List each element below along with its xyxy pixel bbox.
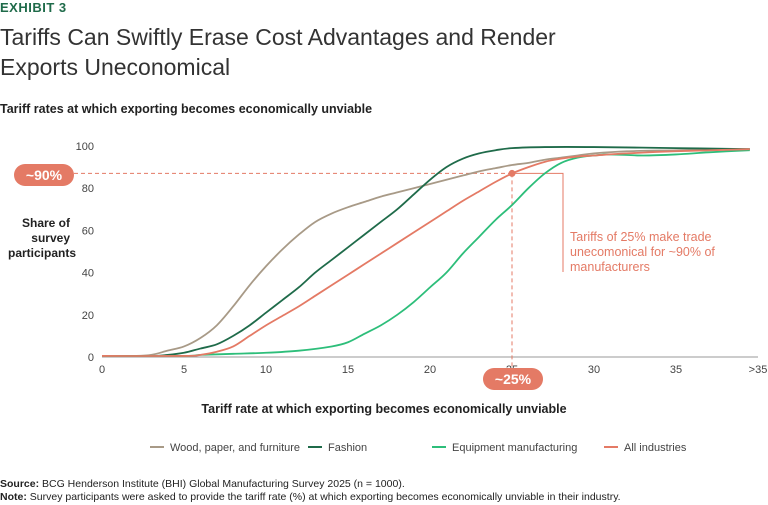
note-label: Note: [0,491,27,503]
y-tick-label: 100 [76,141,94,153]
legend-swatch-wood [150,446,164,449]
legend-label-all: All industries [624,442,687,454]
source-label: Source: [0,478,40,490]
y-axis-label-line-1: Share of [21,216,70,230]
note-text: Survey participants were asked to provid… [26,491,621,503]
y-callout-badge: ~90% [14,164,74,186]
legend-item-fashion: Fashion [308,442,367,454]
legend-item-all: All industries [604,442,686,454]
y-tick-label: 40 [82,268,94,280]
series-line-1 [101,146,750,357]
legend-item-equipment: Equipment manufacturing [432,442,577,454]
y-tick-label: 60 [82,225,94,237]
x-tick-label: 35 [670,364,682,376]
x-tick-label: >35 [749,364,768,376]
series-line-0 [101,148,750,357]
legend-swatch-all [604,446,618,449]
legend-swatch-equipment [432,446,446,449]
x-tick-label: 10 [260,364,272,376]
y-axis-label: Share of survey participants [8,216,77,261]
survey-note: Note: Survey participants were asked to … [0,491,621,504]
annotation-line-2: unecomonical for ~90% of [570,245,715,259]
y-axis-label-line-3: participants [8,246,77,260]
x-tick-label: 20 [424,364,436,376]
chart-title: Tariff rates at which exporting becomes … [0,102,373,116]
annotation-line-1: Tariffs of 25% make trade [570,230,712,244]
y-tick-label: 20 [82,310,94,322]
x-axis-label: Tariff rate at which exporting becomes e… [201,402,567,416]
source-note: Source: BCG Henderson Institute (BHI) Gl… [0,478,621,491]
series-line-3 [101,148,750,357]
x-tick-label: 0 [99,364,105,376]
title-line-1: Tariffs Can Swiftly Erase Cost Advantage… [0,24,556,50]
legend-label-equipment: Equipment manufacturing [452,442,578,454]
y-tick-label: 0 [88,352,94,364]
legend-swatch-fashion [308,446,322,449]
annotation-bracket [512,172,564,272]
highlight-annotation: Tariffs of 25% make trade unecomonical f… [570,230,740,275]
source-text: BCG Henderson Institute (BHI) Global Man… [39,478,405,490]
x-tick-label: 15 [342,364,354,376]
legend-label-fashion: Fashion [328,442,368,454]
footer: Source: BCG Henderson Institute (BHI) Gl… [0,478,621,504]
x-tick-label: 5 [181,364,187,376]
y-tick-label: 80 [82,183,94,195]
y-axis-label-line-2: survey [31,231,70,245]
annotation-line-3: manufacturers [570,260,650,274]
series-lines [101,146,750,357]
highlight-marks [508,169,516,177]
legend-label-wood: Wood, paper, and furniture [170,442,301,454]
legend-item-wood: Wood, paper, and furniture [150,442,300,454]
exhibit-label: EXHIBIT 3 [0,0,67,15]
page-title: Tariffs Can Swiftly Erase Cost Advantage… [0,22,556,82]
title-line-2: Exports Uneconomical [0,54,231,80]
highlight-point [508,169,516,177]
x-tick-label: 30 [588,364,600,376]
x-callout-badge: ~25% [483,368,543,390]
